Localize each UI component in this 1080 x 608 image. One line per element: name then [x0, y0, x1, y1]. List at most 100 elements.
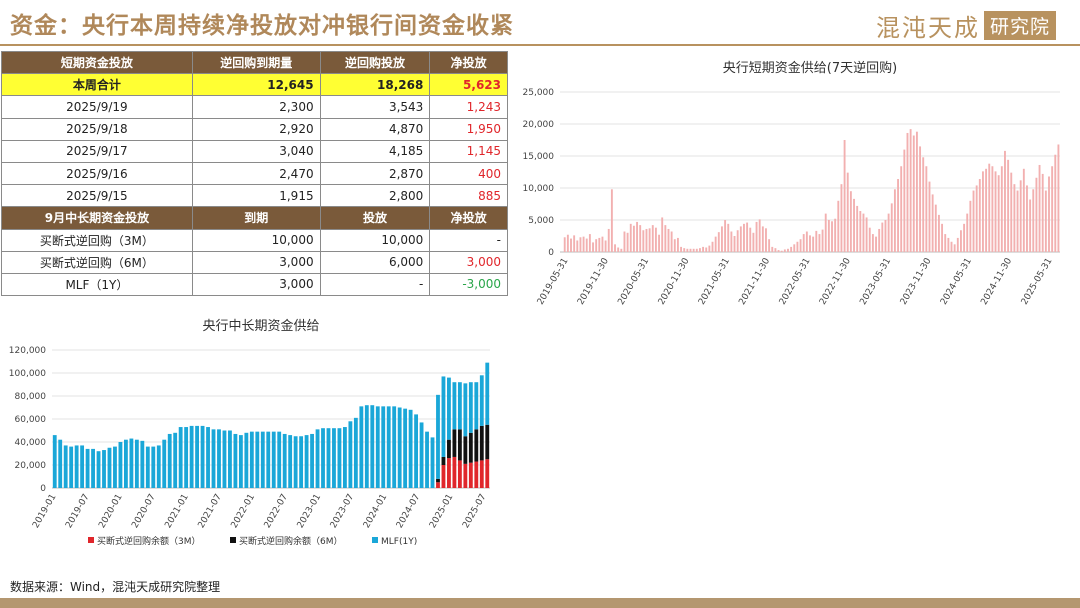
bar [315, 429, 320, 488]
bar [765, 228, 767, 252]
bar [683, 248, 686, 252]
bar [724, 220, 727, 252]
bar [947, 237, 950, 252]
bar [156, 445, 161, 488]
bar [217, 429, 221, 488]
row-net: 3,000 [429, 250, 508, 274]
bar [430, 437, 435, 488]
bar [260, 431, 265, 488]
bar [381, 406, 386, 488]
table-header-short: 短期资金投放 逆回购到期量 逆回购投放 净投放 [1, 50, 508, 75]
bar [632, 225, 635, 252]
bar [293, 436, 298, 488]
table-header-cell: 9月中长期资金投放 [1, 206, 193, 230]
bar [626, 232, 629, 252]
bar [670, 231, 673, 252]
bar [859, 211, 862, 252]
row-injection: 2,800 [319, 184, 431, 208]
bar [909, 129, 912, 252]
bar [903, 149, 906, 252]
summary-injection: 18,268 [319, 73, 431, 97]
bar [686, 248, 689, 252]
row-net: - [429, 228, 508, 252]
bar [906, 132, 909, 252]
bar [441, 376, 446, 457]
bar [579, 237, 582, 252]
bar [997, 175, 1000, 252]
bar [664, 225, 667, 252]
bar [925, 166, 928, 252]
bar [332, 428, 336, 488]
bar [277, 431, 282, 488]
bar [288, 435, 293, 488]
bar [485, 459, 490, 488]
bar [919, 146, 922, 252]
bar [711, 241, 714, 252]
bar [941, 223, 944, 252]
summary-net: 5,623 [429, 73, 508, 97]
table-row-summary: 本周合计 12,645 18,268 5,623 [1, 73, 508, 97]
bar [123, 439, 128, 488]
table-header-cell: 投放 [319, 206, 431, 230]
bar [692, 248, 695, 252]
row-maturity: 3,000 [191, 250, 321, 274]
bar [113, 446, 117, 488]
x-tick-label: 2022-07 [263, 493, 290, 531]
x-tick-label: 2025-01 [428, 493, 455, 531]
legend-label: 买断式逆回购余额（3M） [97, 535, 201, 547]
bar [386, 406, 391, 488]
bar [457, 460, 462, 488]
bar [639, 225, 642, 252]
bar [129, 438, 134, 488]
row-injection: 4,185 [319, 139, 431, 163]
x-tick-label: 2023-05-31 [858, 257, 893, 307]
bar [1035, 177, 1038, 252]
bar [799, 239, 802, 252]
y-tick-label: 15,000 [523, 152, 555, 162]
bar [900, 166, 903, 252]
bar [601, 236, 604, 252]
bar [200, 425, 205, 488]
bar [102, 450, 106, 488]
bar [985, 168, 988, 252]
bar [436, 482, 440, 488]
bar [705, 247, 708, 252]
bar [809, 235, 811, 252]
bar [452, 382, 457, 430]
x-tick-label: 2021-11-30 [737, 256, 772, 307]
row-maturity: 2,300 [191, 95, 321, 119]
bar [255, 431, 260, 488]
bar [774, 248, 777, 252]
y-tick-label: 10,000 [523, 184, 555, 194]
bar [463, 463, 468, 488]
row-injection: 2,870 [319, 161, 431, 186]
bar [982, 171, 984, 252]
bar [457, 382, 462, 430]
table-header-cell: 短期资金投放 [1, 50, 193, 75]
bar [452, 429, 457, 457]
row-net: 1,243 [429, 95, 508, 119]
row-net: 1,950 [429, 117, 508, 141]
bar [414, 414, 419, 488]
bar [211, 429, 216, 488]
bar [1007, 159, 1010, 252]
bar [195, 425, 200, 488]
row-label: 买断式逆回购（3M） [1, 228, 193, 252]
summary-maturity: 12,645 [191, 73, 321, 97]
bar [1029, 199, 1032, 252]
bar [1054, 154, 1057, 252]
bar [922, 157, 925, 252]
bar [162, 439, 167, 488]
bar [1038, 164, 1041, 252]
bar [695, 248, 698, 252]
bar [134, 439, 139, 488]
bar [648, 228, 651, 252]
bar [815, 230, 818, 252]
x-tick-label: 2023-07 [329, 493, 356, 531]
bar [271, 431, 276, 488]
bar [777, 250, 780, 252]
x-tick-label: 2025-07 [461, 493, 488, 531]
row-injection: - [319, 272, 431, 297]
bar [266, 431, 271, 488]
bar [642, 230, 645, 252]
